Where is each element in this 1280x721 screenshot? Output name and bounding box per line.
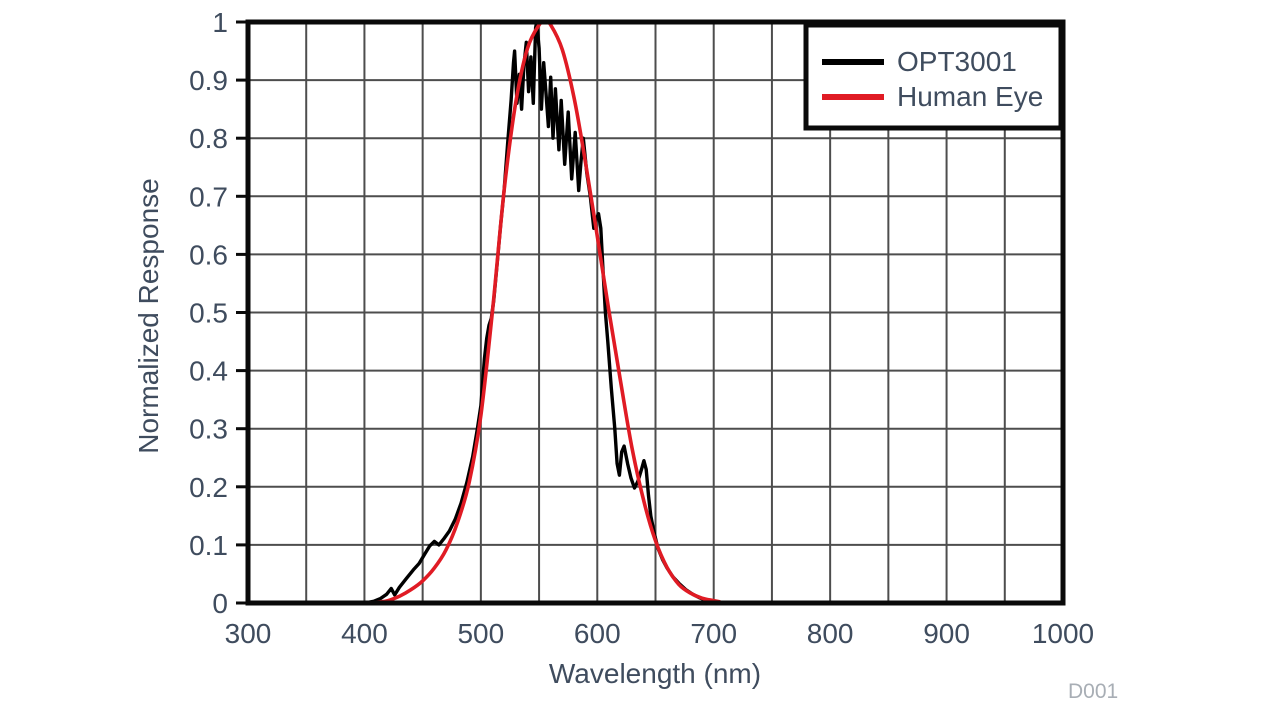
y-tick-label: 0.8	[189, 123, 228, 154]
x-tick-label: 400	[341, 618, 388, 649]
plot-border	[245, 19, 1066, 606]
y-tick-label: 0.1	[189, 530, 228, 561]
x-tick-label: 500	[457, 618, 504, 649]
legend-label-opt3001: OPT3001	[897, 46, 1017, 77]
human-eye-curve	[362, 22, 722, 603]
x-axis-tick-labels: 300 400 500 600 700 800 900 1000	[225, 618, 1095, 649]
y-axis-title: Normalized Response	[133, 178, 164, 453]
y-tick-label: 0.7	[189, 181, 228, 212]
legend-box	[803, 22, 1064, 131]
x-tick-label: 800	[807, 618, 854, 649]
y-tick-label: 0.5	[189, 298, 228, 329]
y-tick-label: 0.4	[189, 356, 228, 387]
legend-label-human-eye: Human Eye	[897, 81, 1043, 112]
x-tick-label: 700	[690, 618, 737, 649]
x-tick-label: 1000	[1032, 618, 1094, 649]
opt3001-curve	[362, 22, 721, 603]
x-axis-title: Wavelength (nm)	[549, 658, 761, 689]
y-tick-label: 1	[212, 7, 228, 38]
x-tick-label: 600	[574, 618, 621, 649]
y-tick-label: 0.3	[189, 414, 228, 445]
x-tick-label: 300	[225, 618, 272, 649]
figure-code-watermark: D001	[1068, 680, 1118, 703]
y-tick-label: 0.2	[189, 472, 228, 503]
legend: OPT3001 Human Eye	[803, 22, 1064, 131]
y-tick-label: 0.6	[189, 239, 228, 270]
y-tick-label: 0.9	[189, 65, 228, 96]
y-tick-label: 0	[212, 588, 228, 619]
y-axis-tick-labels: 0 0.1 0.2 0.3 0.4 0.5 0.6 0.7 0.8 0.9 1	[189, 7, 228, 619]
x-tick-label: 900	[923, 618, 970, 649]
